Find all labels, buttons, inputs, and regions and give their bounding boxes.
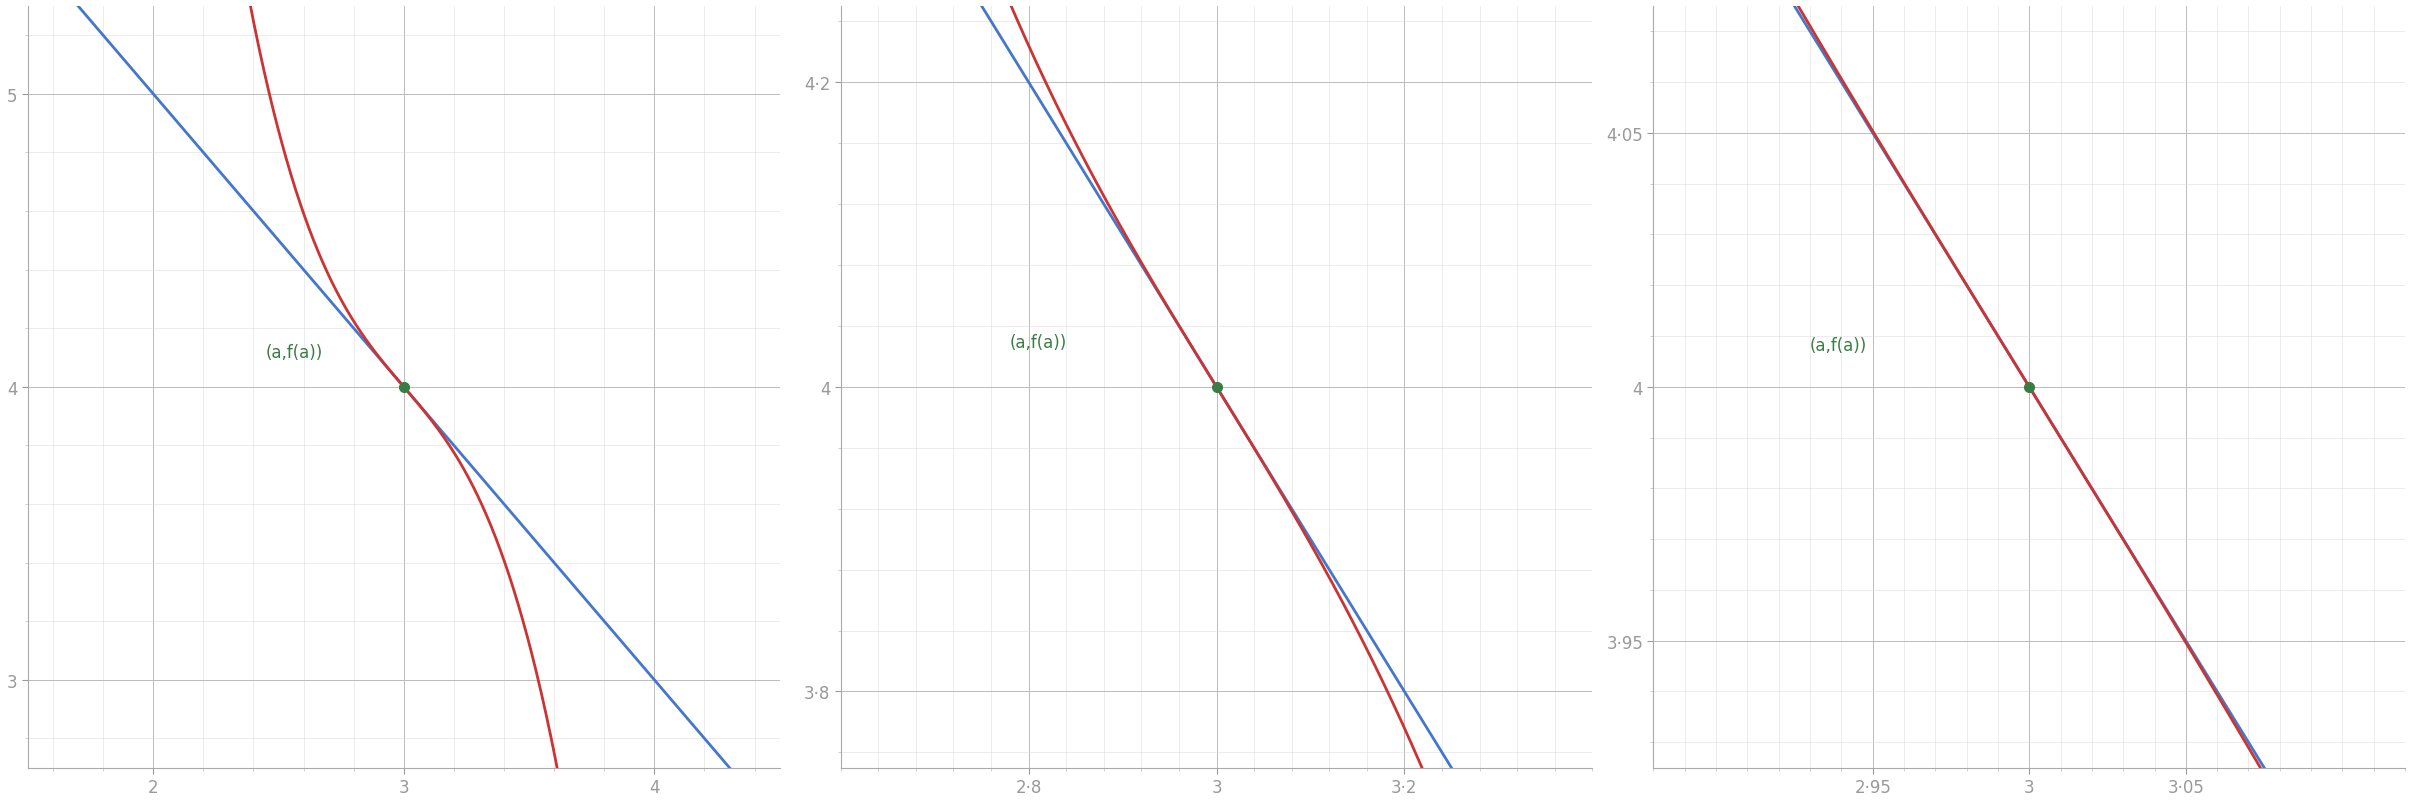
Text: (a,f(a)): (a,f(a)) <box>265 344 323 361</box>
Text: (a,f(a)): (a,f(a)) <box>1809 336 1867 355</box>
Text: (a,f(a)): (a,f(a)) <box>1011 334 1066 352</box>
